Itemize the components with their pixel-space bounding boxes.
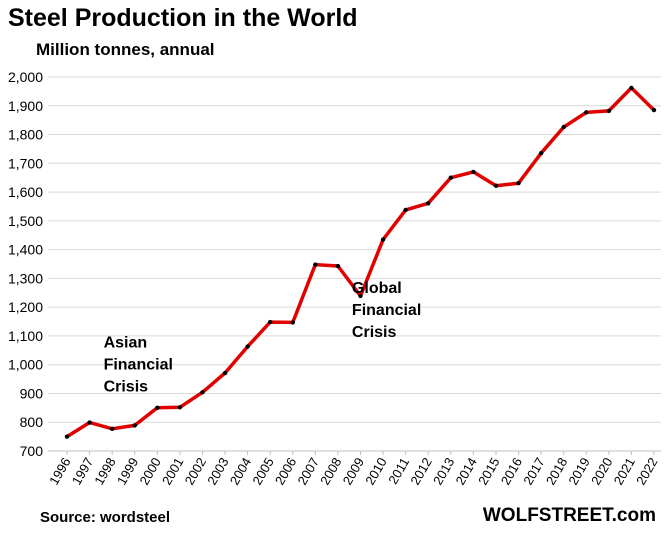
x-tick-label: 2018	[543, 455, 570, 488]
data-point	[313, 262, 318, 267]
data-point	[426, 201, 431, 206]
x-tick-label: 2019	[565, 455, 592, 488]
x-axis: 1996199719981999200020012002200320042005…	[46, 451, 661, 488]
x-tick-label: 2001	[159, 455, 186, 488]
y-tick-label: 1,600	[8, 184, 43, 200]
series-layer	[64, 85, 657, 439]
data-point	[584, 110, 589, 115]
annotation-line: Global	[352, 280, 402, 297]
data-point	[651, 107, 657, 113]
data-point	[403, 207, 408, 213]
y-tick-label: 1,800	[8, 127, 43, 143]
x-tick-label: 2014	[453, 455, 480, 488]
data-point	[471, 169, 476, 175]
x-tick-label: 1997	[69, 455, 96, 488]
x-tick-label: 2005	[249, 455, 276, 488]
x-tick-label: 2010	[362, 455, 389, 488]
x-tick-label: 2021	[611, 455, 638, 488]
annotation-line: Financial	[352, 302, 421, 319]
y-tick-label: 1,100	[8, 328, 43, 344]
x-tick-label: 2022	[633, 455, 660, 488]
data-point	[448, 175, 454, 180]
chart-title: Steel Production in the World	[8, 4, 358, 32]
x-tick-label: 1999	[114, 455, 141, 488]
data-point	[155, 405, 160, 411]
data-point	[629, 85, 634, 91]
x-tick-label: 2013	[430, 455, 457, 488]
x-tick-label: 2017	[520, 455, 547, 488]
x-tick-label: 2003	[204, 455, 231, 488]
y-tick-label: 1,200	[8, 299, 43, 315]
source-note: Source: wordsteel	[40, 509, 171, 526]
x-tick-label: 2000	[136, 455, 163, 488]
brand-label: WOLFSTREET.com	[482, 505, 656, 526]
x-tick-label: 2020	[588, 455, 615, 488]
x-tick-label: 2007	[294, 455, 321, 488]
data-point	[516, 180, 521, 186]
x-tick-label: 2008	[317, 455, 344, 488]
x-tick-label: 2002	[182, 455, 209, 488]
y-tick-label: 900	[20, 385, 44, 401]
y-tick-label: 1,500	[8, 213, 43, 229]
data-point	[222, 370, 228, 376]
annotation-line: Financial	[104, 356, 173, 373]
data-point	[358, 293, 363, 299]
data-point	[606, 108, 612, 114]
data-point	[561, 124, 566, 130]
y-tick-label: 2,000	[8, 69, 43, 85]
data-point	[177, 405, 183, 410]
x-tick-label: 2006	[272, 455, 299, 488]
data-point	[267, 319, 273, 325]
data-point	[200, 390, 205, 395]
data-point	[132, 423, 137, 428]
y-tick-label: 800	[20, 414, 44, 430]
annotation-line: Asian	[104, 334, 148, 351]
data-point	[87, 420, 92, 425]
x-tick-label: 2011	[385, 455, 412, 487]
x-tick-label: 1998	[91, 455, 118, 488]
data-point	[493, 183, 499, 188]
series-line	[65, 86, 656, 439]
annotation-line: Crisis	[352, 324, 397, 341]
chart-subtitle: Million tonnes, annual	[36, 40, 215, 59]
annotation: Global Financial Crisis	[352, 280, 421, 341]
data-point	[109, 426, 115, 432]
x-tick-label: 1996	[46, 455, 73, 488]
x-tick-label: 2009	[340, 455, 367, 488]
x-tick-label: 2012	[407, 455, 434, 488]
y-tick-label: 1,400	[8, 242, 43, 258]
data-point	[64, 434, 70, 439]
annotation: Asian Financial Crisis	[104, 334, 173, 395]
x-tick-label: 2016	[498, 455, 525, 488]
x-tick-label: 2004	[227, 455, 254, 488]
annotations: Asian Financial Crisis Global Financial Crisi…	[104, 280, 422, 396]
data-point	[290, 320, 295, 325]
x-tick-label: 2015	[475, 455, 502, 488]
data-point	[380, 237, 386, 242]
data-point	[538, 151, 544, 156]
data-point	[335, 263, 341, 269]
data-point	[245, 344, 250, 349]
y-axis: 700 800 900 1,000 1,100 1,200 1,300 1,400 1,500 1…	[8, 69, 43, 459]
y-tick-label: 1,900	[8, 98, 43, 114]
y-tick-label: 1,700	[8, 155, 43, 171]
y-tick-label: 1,300	[8, 270, 43, 286]
y-tick-label: 700	[20, 443, 44, 459]
annotation-line: Crisis	[104, 378, 149, 395]
y-tick-label: 1,000	[8, 357, 43, 373]
